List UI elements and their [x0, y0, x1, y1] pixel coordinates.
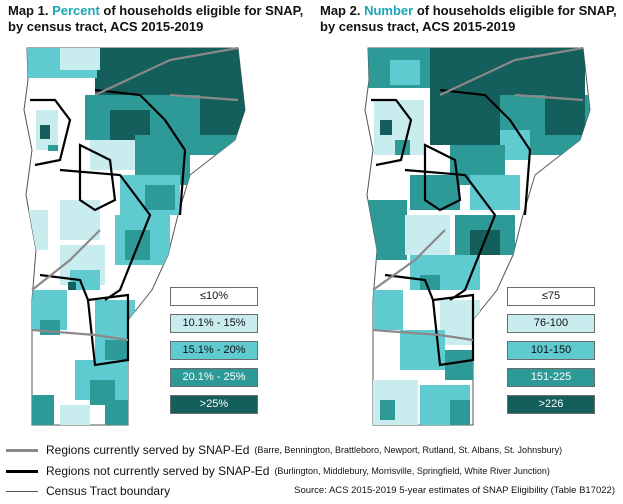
map1-title-rest: of households eligible for SNAP, by cens… — [8, 3, 304, 34]
map1-legend-class-1: ≤10% — [170, 287, 258, 306]
served-regions-label: Regions currently served by SNAP-Ed — [46, 443, 250, 457]
tract-line-swatch — [6, 490, 38, 492]
served-line-swatch — [6, 448, 38, 452]
map1-legend-class-3: 15.1% - 20% — [170, 341, 258, 360]
map2-title-prefix: Map 2. — [320, 3, 365, 18]
map2-legend-class-3: 101-150 — [507, 341, 595, 360]
map2-title: Map 2. Number of households eligible for… — [320, 3, 620, 35]
map2-legend-class-4: 151-225 — [507, 368, 595, 387]
map1-title-accent: Percent — [52, 3, 100, 18]
census-tract-legend: Census Tract boundary — [6, 484, 170, 498]
map1-title: Map 1. Percent of households eligible fo… — [8, 3, 308, 35]
map2-legend-class-1: ≤75 — [507, 287, 595, 306]
source-note: Source: ACS 2015-2019 5-year estimates o… — [294, 485, 615, 496]
map2-title-rest: of households eligible for SNAP, by cens… — [320, 3, 617, 34]
map1-legend-class-4: 20.1% - 25% — [170, 368, 258, 387]
map1-title-prefix: Map 1. — [8, 3, 53, 18]
map1-legend-class-5: >25% — [170, 395, 258, 414]
not-served-line-swatch — [6, 469, 38, 473]
map1-legend-class-2: 10.1% - 15% — [170, 314, 258, 333]
not-served-regions-list: (Burlington, Middlebury, Morrisville, Sp… — [274, 466, 550, 476]
served-regions-legend: Regions currently served by SNAP-Ed (Bar… — [6, 443, 562, 457]
census-tract-label: Census Tract boundary — [46, 484, 171, 498]
map2-legend-class-2: 76-100 — [507, 314, 595, 333]
map1 — [23, 46, 246, 426]
map2-title-accent: Number — [364, 3, 414, 18]
served-regions-list: (Barre, Bennington, Brattleboro, Newport… — [254, 445, 563, 455]
map2-legend-class-5: >226 — [507, 395, 595, 414]
not-served-regions-label: Regions not currently served by SNAP-Ed — [46, 464, 270, 478]
not-served-regions-legend: Regions not currently served by SNAP-Ed … — [6, 464, 550, 478]
